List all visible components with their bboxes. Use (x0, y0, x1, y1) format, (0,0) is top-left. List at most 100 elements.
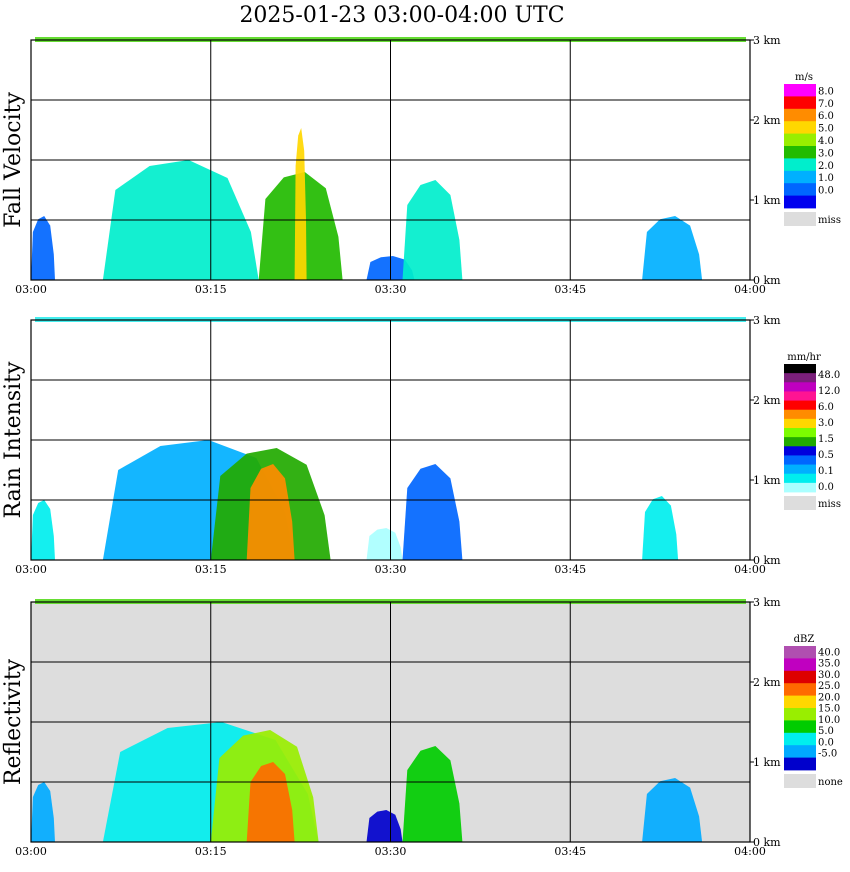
time-tick-label: 03:30 (375, 845, 407, 858)
colorbar-swatch (784, 121, 816, 134)
colorbar-swatch (784, 732, 816, 746)
colorbar-label: 3.0 (818, 148, 834, 159)
panel-reflectivity: Reflectivity 03:00 03:15 03:30 03:45 04:000 k… (1, 596, 843, 858)
colorbar-swatch (784, 391, 816, 401)
colorbar-swatch (784, 158, 816, 172)
colorbar-label: 48.0 (818, 370, 840, 381)
colorbar-swatch (784, 482, 816, 493)
colorbar-swatch (784, 745, 816, 758)
colorbar-swatch (784, 473, 816, 484)
time-tick-label: 03:30 (375, 283, 407, 296)
panel-fall-velocity: Fall Velocity 03:00 03:15 03:30 03:45 04:000 … (1, 34, 841, 296)
colorbar-label: 0.5 (818, 450, 834, 461)
colorbar-label: 5.0 (818, 124, 834, 135)
time-tick-label: 03:00 (15, 283, 47, 296)
colorbar-swatch (784, 757, 816, 771)
height-tick-label: 2 km (753, 114, 781, 127)
colorbar-label: 0.0 (818, 737, 834, 748)
colorbar-swatch (784, 720, 816, 734)
colorbar-swatch (784, 670, 816, 684)
time-tick-label: 03:15 (195, 845, 227, 858)
colorbar-swatch (784, 108, 816, 122)
colorbar-label: 25.0 (818, 681, 840, 692)
height-tick-label: 3 km (753, 314, 781, 327)
colorbar-swatch (784, 446, 816, 456)
colorbar-swatch (784, 428, 816, 438)
colorbar-label: 0.0 (818, 482, 834, 493)
echo-region (642, 216, 703, 280)
colorbar-label: 8.0 (818, 86, 834, 97)
colorbar-unit: dBZ (794, 634, 815, 645)
time-tick-label: 03:45 (554, 283, 586, 296)
echo-region (31, 500, 55, 560)
colorbar-miss-swatch (784, 212, 816, 226)
colorbar-miss-label: miss (818, 499, 841, 510)
colorbar-label: 6.0 (818, 402, 834, 413)
colorbar-unit: m/s (795, 72, 813, 83)
echo-region (366, 528, 403, 560)
colorbar-label: 7.0 (818, 99, 834, 110)
time-tick-label: 03:15 (195, 563, 227, 576)
echo-region (294, 128, 307, 280)
colorbar-swatch (784, 146, 816, 159)
colorbar-swatch (784, 695, 816, 709)
colorbar-swatch (784, 455, 816, 465)
height-tick-label: 2 km (753, 394, 781, 407)
colorbar-label: 35.0 (818, 659, 840, 670)
time-tick-label: 03:30 (375, 563, 407, 576)
colorbar-label: 5.0 (818, 726, 834, 737)
echo-region (246, 464, 295, 560)
colorbar-unit: mm/hr (787, 352, 821, 363)
colorbar-swatch (784, 364, 816, 374)
time-tick-label: 04:00 (734, 563, 766, 576)
colorbar-label: 10.0 (818, 715, 840, 726)
colorbar-label: 3.0 (818, 418, 834, 429)
colorbar-swatch (784, 96, 816, 110)
echo-region (642, 496, 679, 560)
colorbar-miss-swatch (784, 774, 816, 788)
colorbar-label: 15.0 (818, 704, 840, 715)
height-tick-label: 3 km (753, 34, 781, 47)
figure-title: 2025-01-23 03:00-04:00 UTC (239, 3, 564, 28)
colorbar-swatch (784, 195, 816, 209)
echo-region (402, 464, 463, 560)
colorbar-swatch (784, 464, 816, 475)
colorbar-swatch (784, 400, 816, 411)
colorbar-miss-label: miss (818, 215, 841, 226)
colorbar-label: 40.0 (818, 647, 840, 658)
plot-frame (30, 39, 751, 281)
time-tick-label: 03:15 (195, 283, 227, 296)
height-tick-label: 3 km (753, 596, 781, 609)
colorbar-label: 1.5 (818, 434, 834, 445)
time-tick-label: 04:00 (734, 283, 766, 296)
plot-frame (30, 601, 751, 843)
colorbar-label: 20.0 (818, 692, 840, 703)
height-tick-label: 1 km (753, 474, 781, 487)
time-tick-label: 03:00 (15, 845, 47, 858)
time-tick-label: 03:45 (554, 845, 586, 858)
colorbar-swatch (784, 373, 816, 383)
panel-ylabel: Reflectivity (1, 658, 26, 785)
colorbar-label: -5.0 (818, 749, 837, 760)
colorbar-label: 12.0 (818, 386, 840, 397)
colorbar-swatch (784, 708, 816, 721)
height-tick-label: 1 km (753, 194, 781, 207)
height-tick-label: 0 km (753, 274, 781, 287)
colorbar-label: 0.0 (818, 186, 834, 197)
colorbar-swatch (784, 170, 816, 184)
colorbar-label: 30.0 (818, 670, 840, 681)
echo-region (402, 746, 463, 842)
echo-region (402, 180, 463, 280)
time-tick-label: 03:45 (554, 563, 586, 576)
colorbar-swatch (784, 183, 816, 196)
colorbar-swatch (784, 646, 816, 659)
panel-ylabel: Fall Velocity (1, 92, 26, 228)
colorbar-swatch (784, 683, 816, 696)
colorbar-label: 6.0 (818, 111, 834, 122)
echo-region (642, 778, 703, 842)
colorbar-swatch (784, 437, 816, 447)
height-tick-label: 0 km (753, 836, 781, 849)
